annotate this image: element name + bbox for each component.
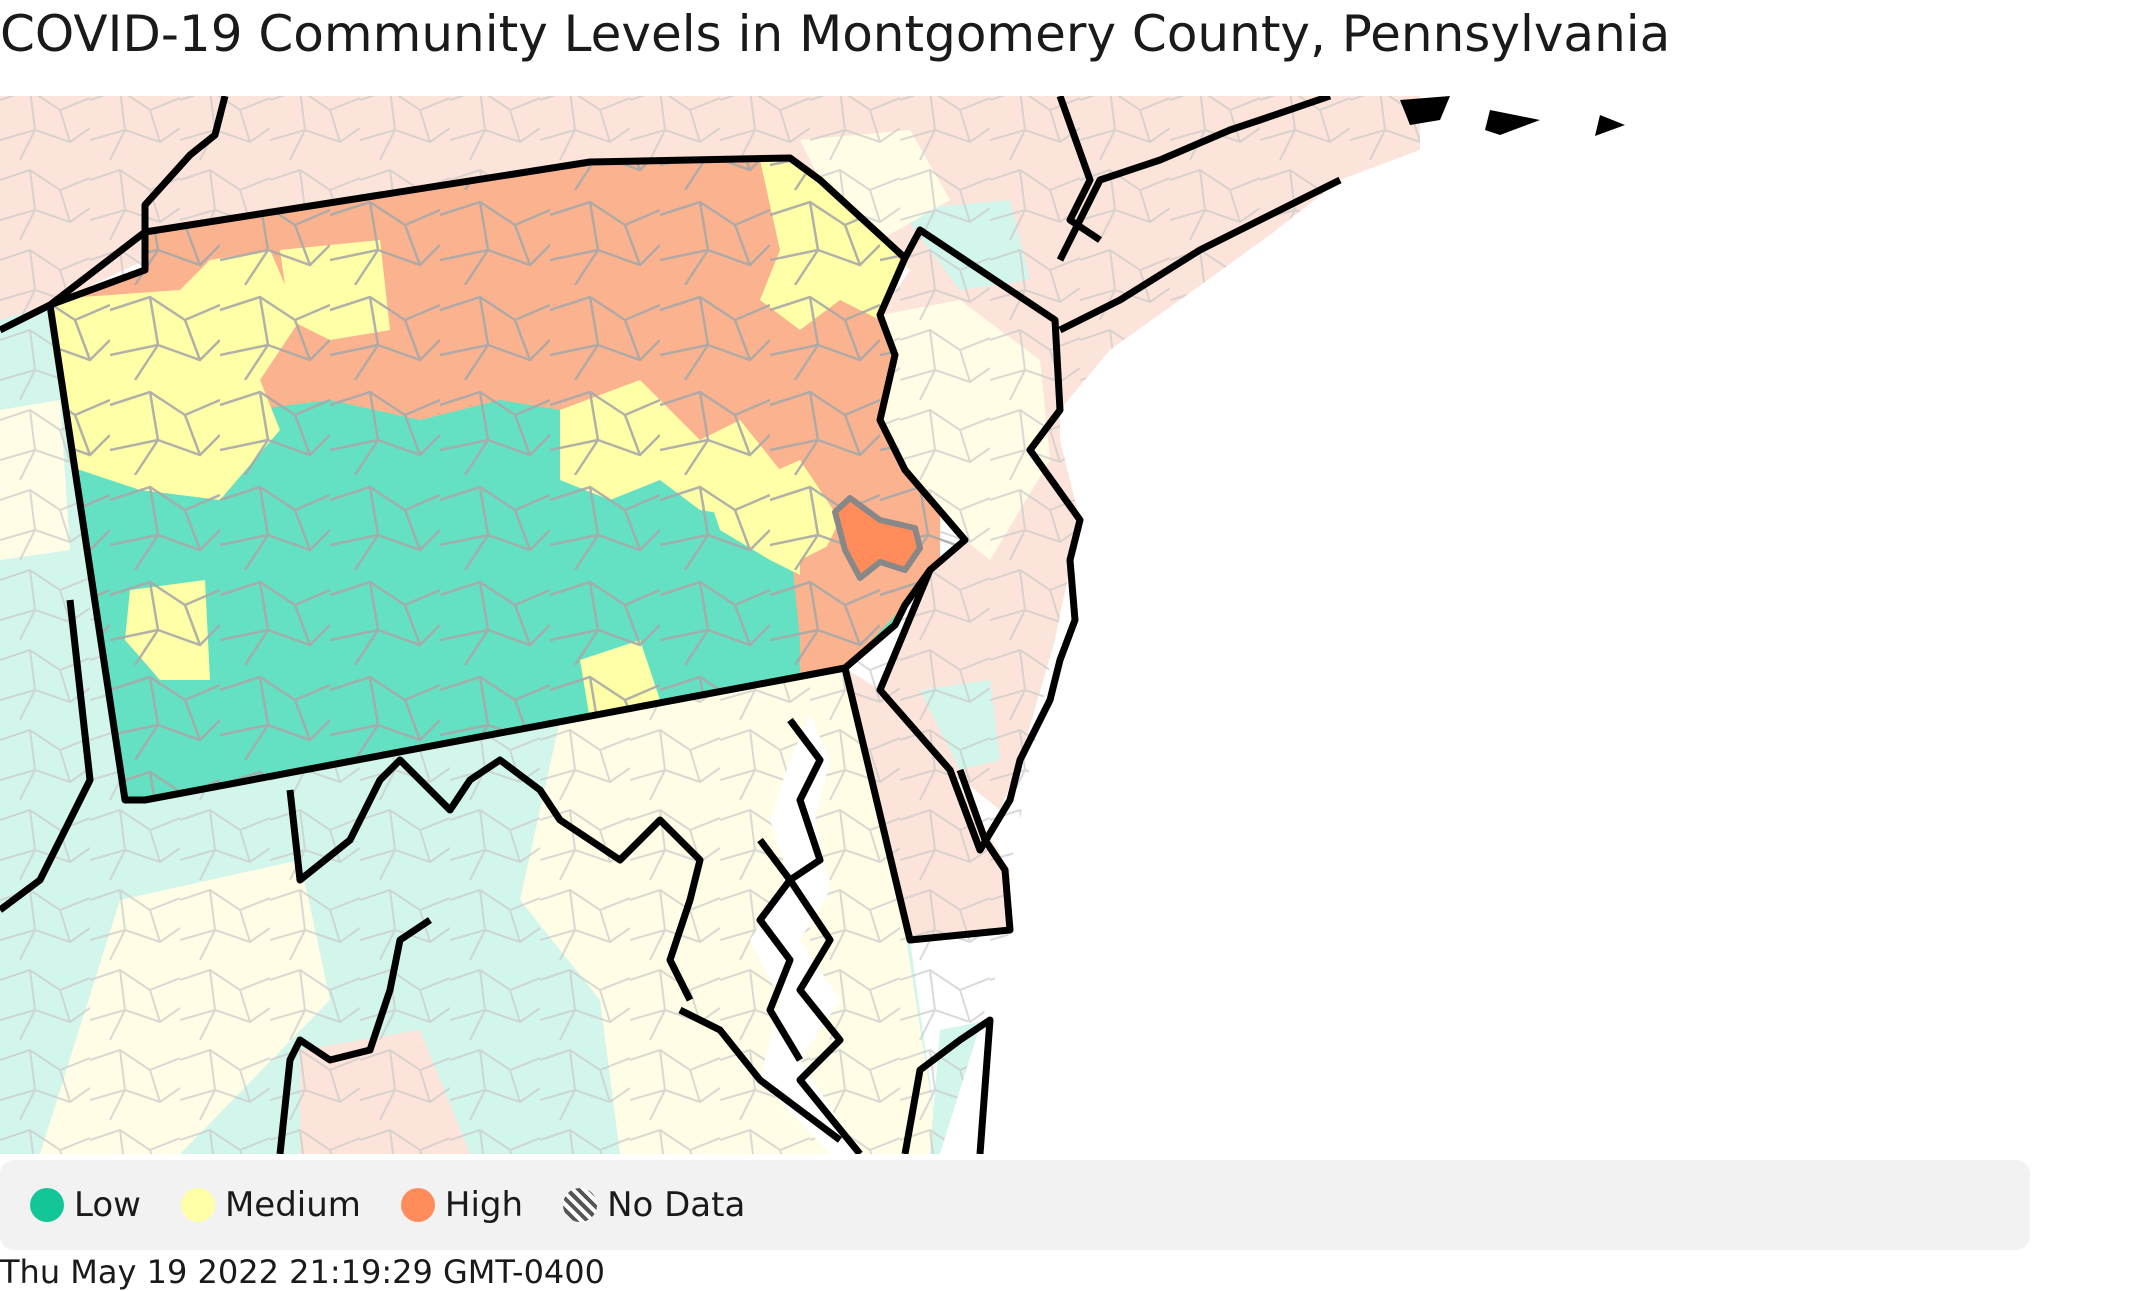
page-title: COVID-19 Community Levels in Montgomery … [0,5,1671,63]
pennsylvania[interactable] [0,150,1000,850]
chesapeake-bay [750,715,860,1154]
no-data-swatch-icon [563,1188,598,1222]
legend-item-low[interactable]: Low [30,1185,141,1225]
map[interactable] [0,96,2133,1154]
ocean [940,96,2133,1154]
legend-item-high[interactable]: High [400,1185,524,1225]
state-borders [0,96,1342,1154]
high-swatch-icon [400,1188,435,1222]
timestamp: Thu May 19 2022 21:19:29 GMT-0400 [0,1253,605,1291]
legend-item-medium[interactable]: Medium [180,1185,361,1225]
legend: Low Medium High No Data [0,1160,2030,1250]
low-swatch-icon [30,1188,64,1222]
legend-label-low: Low [74,1185,141,1225]
legend-item-nodata[interactable]: No Data [563,1185,745,1225]
legend-label-nodata: No Data [607,1185,746,1225]
medium-swatch-icon [180,1188,215,1222]
islands [1400,96,1625,136]
montgomery-county[interactable] [832,495,923,581]
county-map-svg[interactable] [0,96,2133,1154]
legend-label-high: High [444,1185,524,1225]
legend-label-medium: Medium [224,1185,361,1225]
